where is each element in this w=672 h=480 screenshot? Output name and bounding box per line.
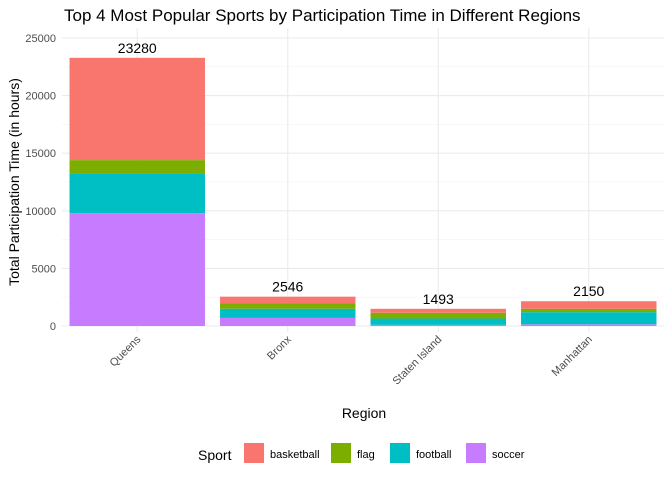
y-tick-label: 25000: [25, 33, 56, 45]
bar-segment-flag: [220, 303, 356, 309]
y-tick-label: 15000: [25, 148, 56, 160]
bar-segment-flag: [69, 160, 205, 174]
bar-segment-basketball: [69, 57, 205, 161]
x-axis-title: Region: [342, 405, 386, 421]
bar-segment-soccer: [220, 317, 356, 326]
x-tick-labels: Queens Bronx Staten Island Manhattan: [108, 333, 595, 387]
bar-segment-soccer: [521, 324, 657, 326]
legend-label-football: football: [416, 449, 451, 461]
legend-label-basketball: basketball: [270, 449, 320, 461]
bars-group: [69, 57, 657, 326]
bar-segment-flag: [370, 312, 506, 319]
y-axis-title: Total Participation Time (in hours): [6, 78, 22, 286]
y-tick-label: 0: [50, 321, 56, 333]
total-labels: 23280 2546 1493 2150: [118, 40, 605, 307]
y-tick-labels: 0 5000 10000 15000 20000 25000: [25, 33, 56, 333]
legend: Sport basketball flag football soccer: [198, 443, 525, 463]
bar-segment-football: [69, 173, 205, 214]
legend-label-flag: flag: [357, 449, 375, 461]
bar-segment-football: [521, 312, 657, 325]
legend-swatch-football: [390, 443, 410, 463]
x-tick-label: Bronx: [265, 333, 294, 362]
bar-segment-basketball: [370, 308, 506, 313]
bar-segment-football: [370, 318, 506, 325]
legend-label-soccer: soccer: [492, 449, 525, 461]
legend-swatch-basketball: [244, 443, 264, 463]
bar-segment-soccer: [370, 324, 506, 326]
y-tick-label: 20000: [25, 91, 56, 103]
legend-swatch-soccer: [466, 443, 486, 463]
total-label: 2546: [272, 279, 303, 295]
x-tick-label: Staten Island: [390, 334, 444, 388]
bar-segment-flag: [521, 308, 657, 313]
bar-segment-soccer: [69, 213, 205, 326]
y-tick-label: 5000: [32, 263, 56, 275]
total-label: 1493: [423, 291, 454, 307]
x-tick-label: Queens: [108, 333, 144, 369]
total-label: 2150: [573, 283, 604, 299]
chart-title: Top 4 Most Popular Sports by Participati…: [64, 6, 581, 25]
bar-segment-football: [220, 308, 356, 318]
total-label: 23280: [118, 40, 157, 56]
bar-segment-basketball: [521, 301, 657, 309]
legend-swatch-flag: [331, 443, 351, 463]
bar-segment-basketball: [220, 296, 356, 304]
y-tick-label: 10000: [25, 206, 56, 218]
legend-title: Sport: [198, 447, 232, 463]
x-tick-label: Manhattan: [550, 334, 595, 379]
